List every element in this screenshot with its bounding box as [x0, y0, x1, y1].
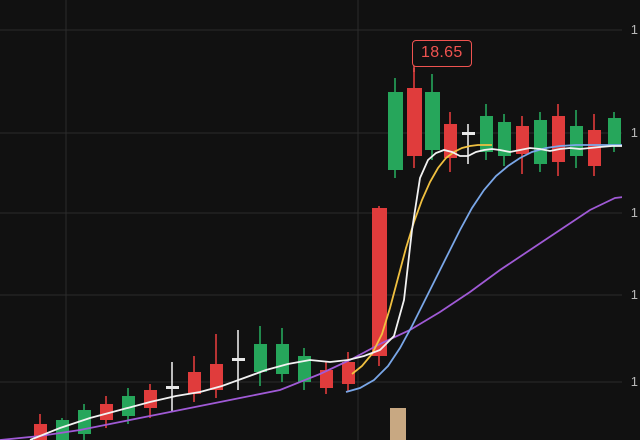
price-annotation-label[interactable]: 18.65: [412, 40, 472, 67]
price-axis[interactable]: 1 1 1 1 1: [622, 0, 640, 440]
ma-white: [29, 145, 636, 440]
ma-fast-gold: [351, 144, 492, 375]
axis-tick-3: 1: [630, 287, 638, 302]
ma-mid-blue: [345, 144, 624, 393]
axis-tick-4: 1: [630, 374, 638, 389]
axis-tick-1: 1: [630, 125, 638, 140]
axis-tick-2: 1: [630, 205, 638, 220]
moving-average-lines: [0, 144, 636, 440]
volume-bars: [390, 408, 406, 440]
axis-tick-0: 1: [630, 22, 638, 37]
ma-slow-purple: [0, 195, 633, 440]
